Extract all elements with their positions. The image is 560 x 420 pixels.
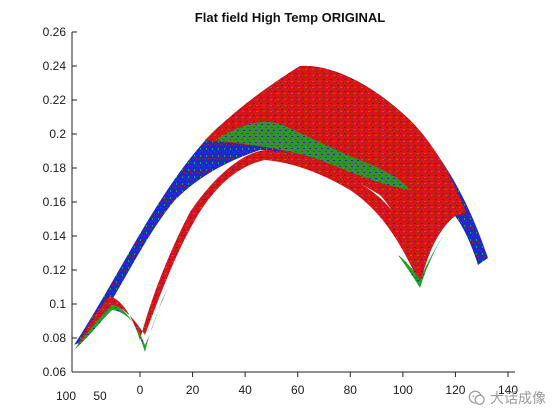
x-tick-label: 120: [445, 383, 465, 397]
z-tick-label: 0.06: [43, 365, 67, 379]
z-tick-label: 0.26: [43, 25, 67, 39]
z-tick-label: 0.08: [43, 331, 67, 345]
surface-right-notch-green: [398, 218, 455, 288]
z-tick-label: 0.18: [43, 161, 67, 175]
z-tick-label: 0.12: [43, 263, 67, 277]
surface-plot: [74, 65, 488, 352]
y-tick-label: 50: [93, 389, 107, 403]
x-tick-label: 60: [291, 383, 305, 397]
z-tick-label: 0.14: [43, 229, 67, 243]
wechat-icon: [468, 390, 485, 405]
y-tick-label: 100: [56, 389, 76, 403]
z-tick-labels: 0.06 0.08 0.1 0.12 0.14 0.16 0.18 0.2 0.22 0.24 0.…: [43, 25, 77, 379]
z-tick-label: 0.16: [43, 195, 67, 209]
z-tick-label: 0.24: [43, 59, 67, 73]
surface-top-band-red: [205, 65, 466, 285]
x-tick-labels: 0 20 40 60 80 100 120 140: [137, 372, 518, 397]
y-tick-labels: 100 50: [56, 389, 107, 403]
x-tick-label: 80: [344, 383, 358, 397]
x-tick-label: 40: [238, 383, 252, 397]
x-tick-label: 20: [186, 383, 200, 397]
z-tick-label: 0.1: [49, 297, 66, 311]
x-tick-label: 140: [498, 383, 518, 397]
watermark-text: 大话成像: [490, 391, 546, 407]
z-tick-label: 0.2: [49, 127, 66, 141]
watermark: 大话成像: [468, 388, 546, 408]
x-tick-label: 0: [137, 383, 144, 397]
x-tick-label: 100: [393, 383, 413, 397]
z-tick-label: 0.22: [43, 93, 67, 107]
chart-title: Flat field High Temp ORIGINAL: [195, 10, 385, 25]
surface-mid-band-green: [215, 121, 410, 190]
